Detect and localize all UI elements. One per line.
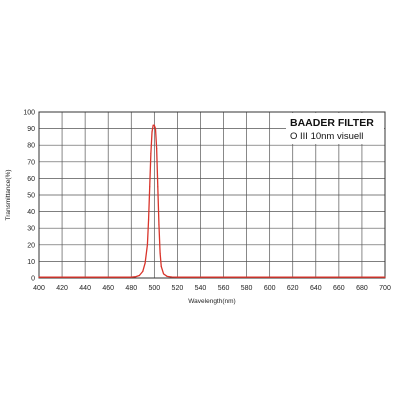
y-tick-label: 100 xyxy=(23,110,35,117)
data-point xyxy=(135,276,137,278)
data-point xyxy=(157,186,159,188)
legend-background xyxy=(286,113,384,144)
y-tick-label: 60 xyxy=(27,176,35,183)
x-tick-label: 660 xyxy=(333,285,345,292)
data-point xyxy=(171,276,173,278)
data-point xyxy=(147,219,150,221)
data-point xyxy=(156,147,158,150)
data-point xyxy=(142,270,144,272)
x-tick-label: 560 xyxy=(218,285,230,292)
y-tick-label: 70 xyxy=(27,159,35,166)
plot-frame xyxy=(38,111,386,279)
data-point xyxy=(146,244,149,246)
series-layer xyxy=(38,124,386,278)
data-point xyxy=(162,273,165,275)
y-tick-label: 80 xyxy=(27,143,35,150)
x-tick-label: 440 xyxy=(79,285,91,292)
data-point xyxy=(154,128,157,130)
data-point xyxy=(130,276,132,278)
x-tick-label: 460 xyxy=(102,285,114,292)
x-tick-label: 620 xyxy=(287,285,299,292)
x-tick-label: 580 xyxy=(241,285,253,292)
data-point xyxy=(160,265,162,267)
y-tick-label: 10 xyxy=(27,259,35,266)
tick-labels: 400 420 440 460 480 500 520 540 560 580 600 620 640 6… xyxy=(23,110,391,293)
y-tick-label: 0 xyxy=(31,276,35,283)
data-point xyxy=(144,262,146,264)
chart-subtitle: O III 10nm visuell xyxy=(290,131,363,142)
y-tick-label: 30 xyxy=(27,226,35,233)
x-tick-label: 500 xyxy=(148,285,160,292)
y-axis-label: Transmittance(%) xyxy=(5,169,12,220)
x-tick-label: 600 xyxy=(264,285,276,292)
x-axis-label: Wavelength(nm) xyxy=(188,298,235,305)
data-point xyxy=(153,124,155,126)
data-point xyxy=(384,276,386,278)
data-point xyxy=(151,131,153,133)
data-point xyxy=(158,224,160,226)
y-tick-label: 40 xyxy=(27,209,35,216)
data-point xyxy=(269,276,271,278)
data-point xyxy=(159,252,161,254)
x-tick-label: 540 xyxy=(195,285,207,292)
data-point xyxy=(149,186,151,188)
x-tick-label: 520 xyxy=(172,285,184,292)
data-point xyxy=(150,152,152,155)
y-tick-label: 20 xyxy=(27,242,35,249)
data-point xyxy=(176,276,178,278)
chart-title: BAADER FILTER xyxy=(290,117,374,129)
legend-box: BAADER FILTER O III 10nm visuell xyxy=(286,113,384,144)
y-tick-label: 90 xyxy=(27,126,35,133)
data-point xyxy=(138,274,140,277)
data-point xyxy=(38,276,40,278)
x-tick-label: 420 xyxy=(56,285,68,292)
y-tick-label: 50 xyxy=(27,193,35,200)
x-tick-label: 700 xyxy=(379,285,391,292)
x-tick-label: 640 xyxy=(310,285,322,292)
data-point xyxy=(166,275,168,277)
x-tick-label: 400 xyxy=(33,285,45,292)
x-tick-label: 480 xyxy=(125,285,137,292)
data-point xyxy=(152,124,154,126)
x-tick-label: 680 xyxy=(356,285,368,292)
